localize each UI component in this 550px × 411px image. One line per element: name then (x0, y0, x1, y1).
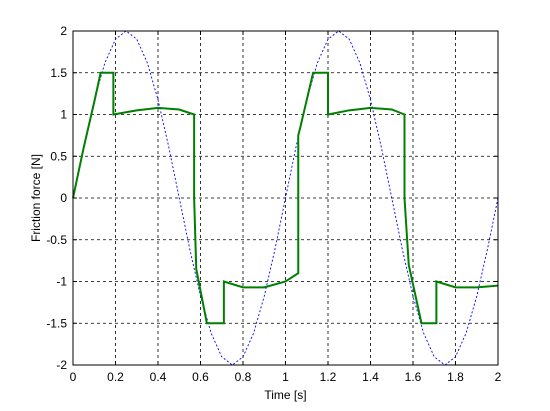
x-tick-label: 0.6 (192, 370, 209, 384)
x-tick-label: 1.6 (405, 370, 422, 384)
y-tick-label: 1 (60, 108, 67, 122)
y-tick-label: 1.5 (50, 66, 67, 80)
x-tick-label: 1.8 (447, 370, 464, 384)
x-tick-label: 0 (70, 370, 77, 384)
x-tick-labels: 0 0.2 0.4 0.6 0.8 1 1.2 1.4 1.6 1.8 2 (70, 370, 502, 384)
axis-ticks (72, 30, 499, 366)
y-tick-label: 0.5 (50, 149, 67, 163)
y-axis-label: Friction force [N] (29, 154, 43, 242)
series-layer (72, 30, 499, 366)
y-tick-label: 2 (60, 24, 67, 38)
reference-sine-line (72, 30, 499, 366)
y-tick-label: 0 (60, 191, 67, 205)
x-tick-label: 0.8 (235, 370, 252, 384)
x-tick-label: 2 (495, 370, 502, 384)
y-tick-label: -0.5 (46, 233, 67, 247)
x-axis-label: Time [s] (264, 388, 306, 402)
y-tick-label: -1 (56, 275, 67, 289)
x-tick-label: 0.4 (150, 370, 167, 384)
y-tick-label: -1.5 (46, 316, 67, 330)
y-tick-labels: -2 -1.5 -1 -0.5 0 0.5 1 1.5 2 (46, 24, 67, 372)
y-tick-label: -2 (56, 358, 67, 372)
x-tick-label: 0.2 (107, 370, 124, 384)
x-tick-label: 1 (282, 370, 289, 384)
x-tick-label: 1.4 (362, 370, 379, 384)
x-tick-label: 1.2 (320, 370, 337, 384)
friction-force-line (72, 71, 499, 325)
